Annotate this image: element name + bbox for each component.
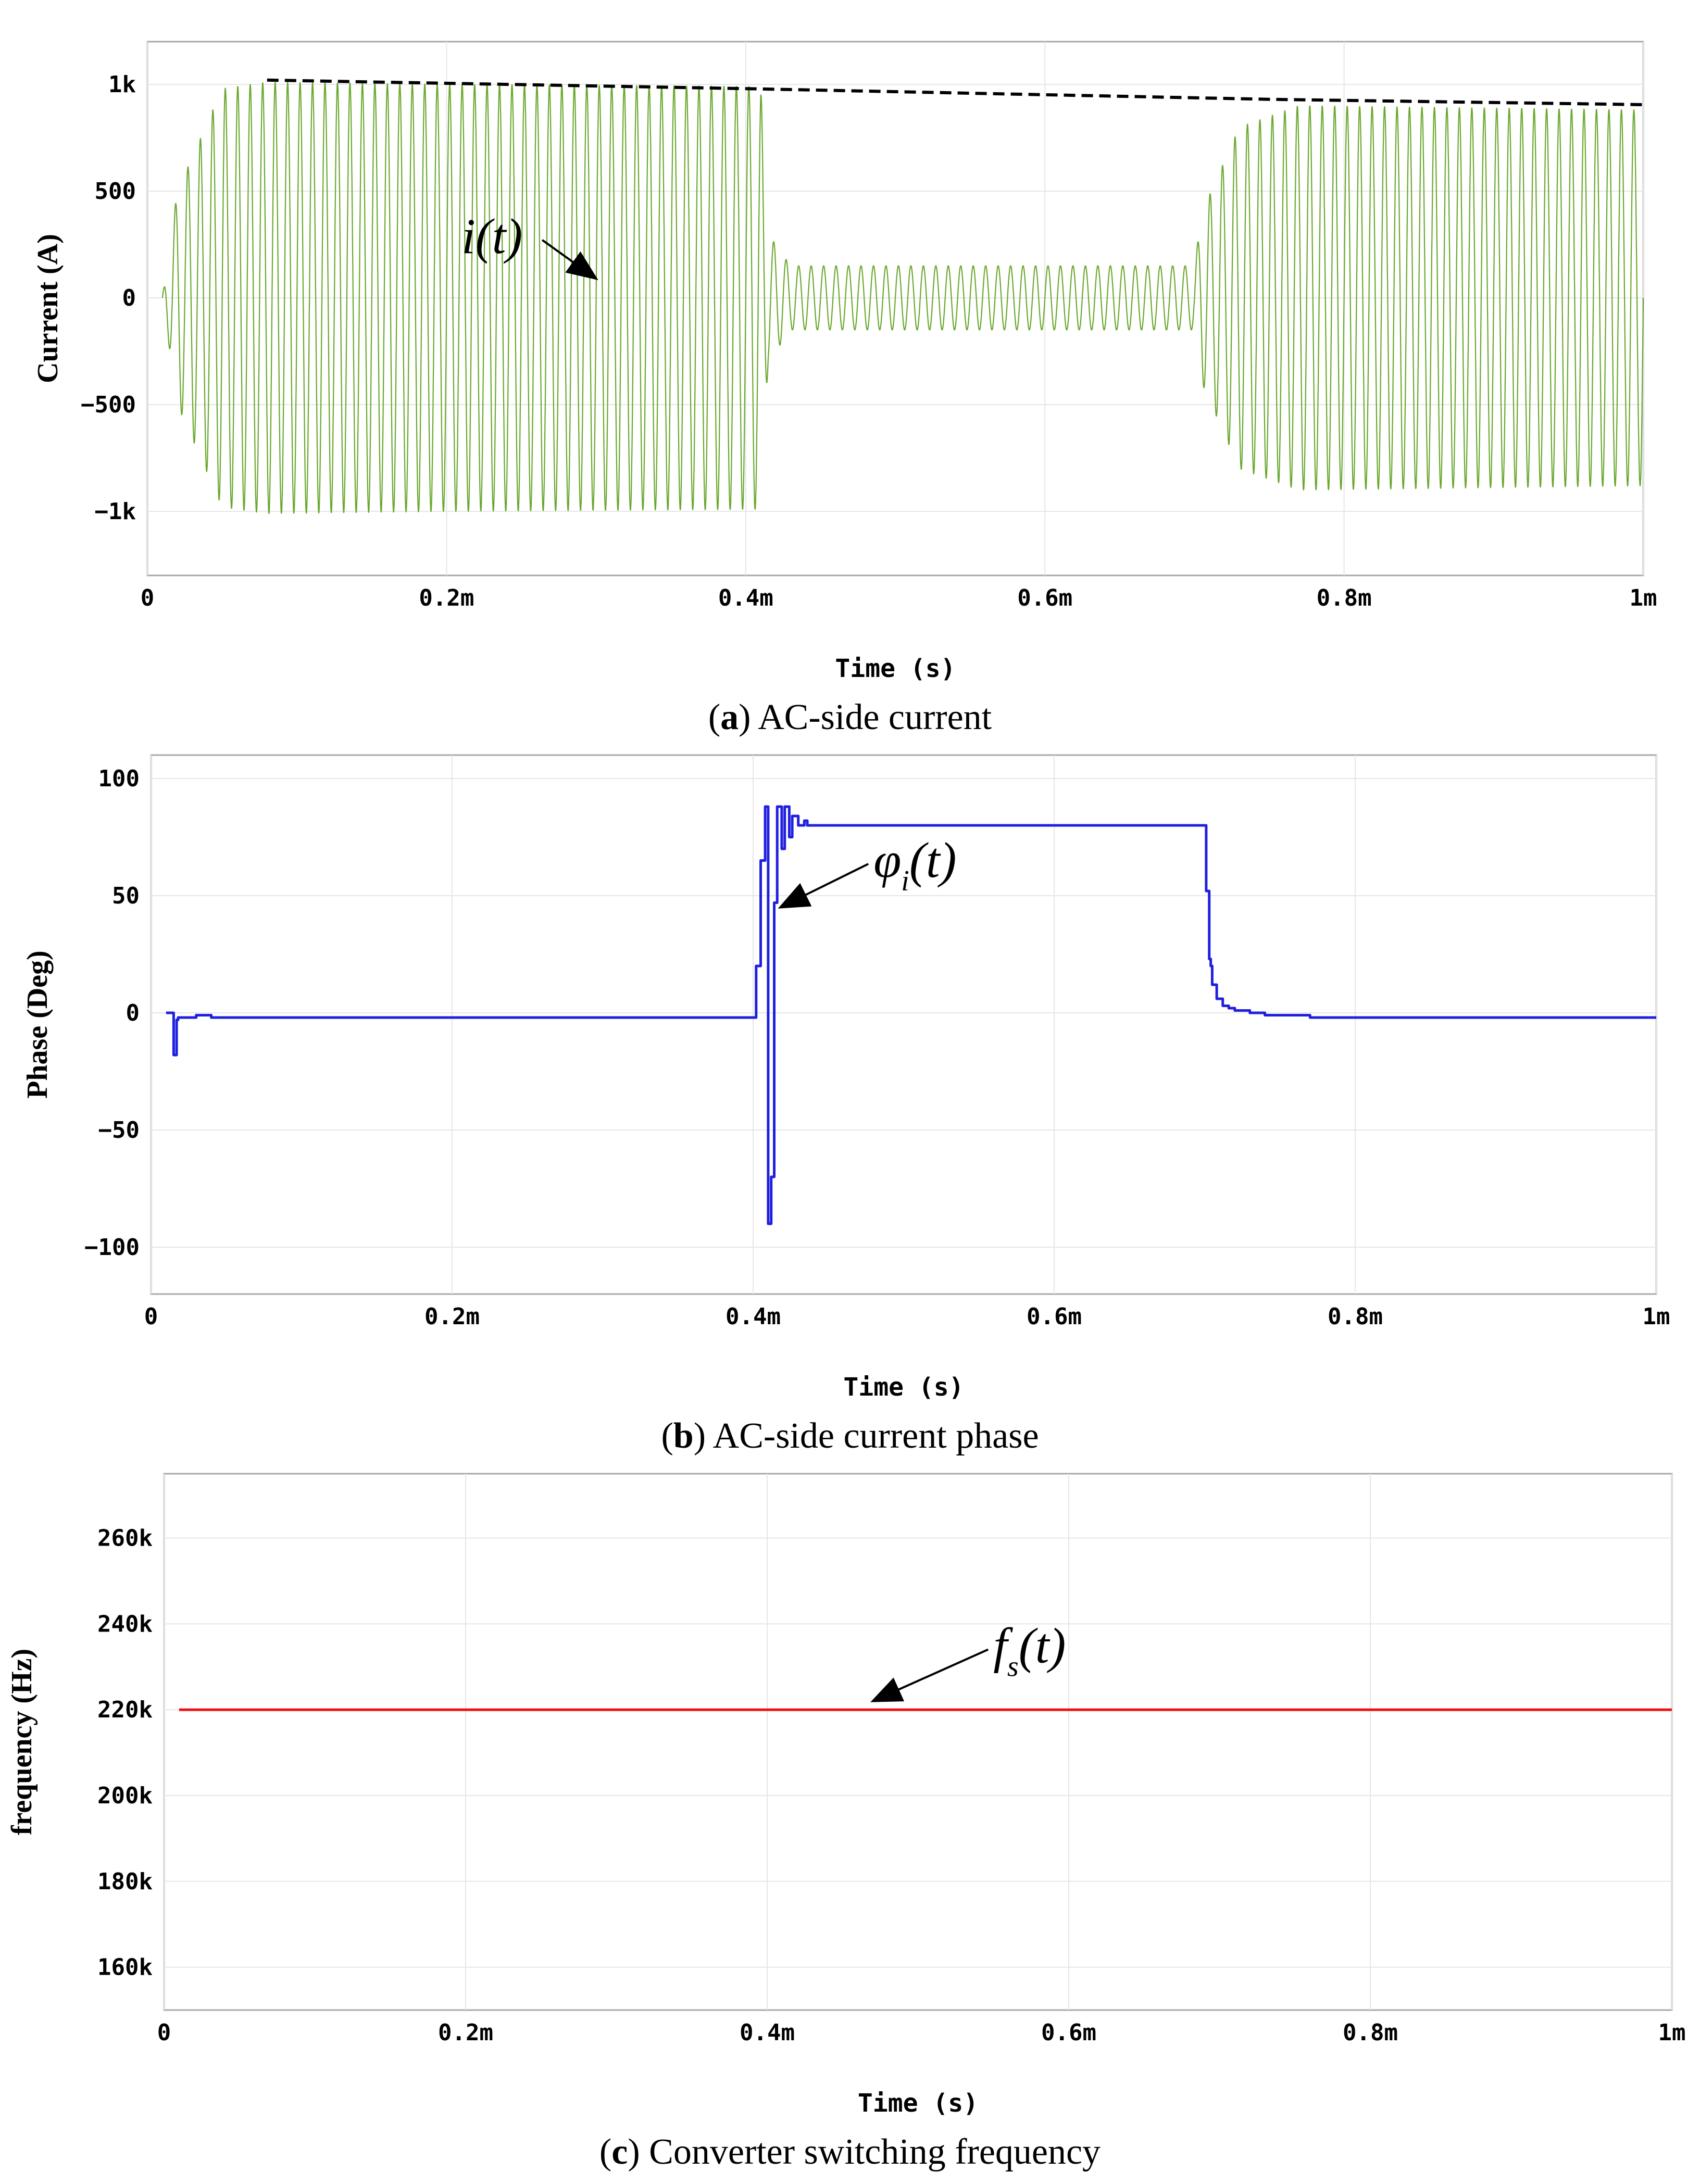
x-tick-label: 0.8m (1343, 2019, 1398, 2046)
annotation-subscript: s (1007, 1651, 1019, 1683)
caption-close: ) (628, 2132, 649, 2172)
panel-a: 0 0.2m 0.4m 0.6m 0.8m 1m 1k 500 0 −500 −1k Time (s)… (32, 41, 1657, 737)
x-axis-label: Time (s) (858, 2089, 978, 2118)
plot-area (163, 1473, 1673, 2011)
y-tick-label: −50 (98, 1117, 140, 1144)
x-tick-label: 0.6m (1017, 585, 1072, 611)
y-axis-label: Phase (Deg) (21, 950, 54, 1099)
x-tick-label: 0.4m (726, 1303, 781, 1330)
x-tick-label: 1m (1658, 2019, 1686, 2046)
x-tick-label: 0 (157, 2019, 171, 2046)
caption-close: ) (739, 697, 758, 737)
y-tick-label: 240k (97, 1611, 153, 1637)
series-annotation: i(t) (461, 208, 522, 264)
y-tick-label: −500 (81, 392, 136, 418)
x-tick-label: 0.2m (438, 2019, 493, 2046)
x-tick-label: 1m (1630, 585, 1657, 611)
caption-open: ( (661, 1416, 673, 1456)
y-tick-label: −1k (95, 498, 136, 525)
x-tick-label: 0.2m (424, 1303, 480, 1330)
caption: (c) Converter switching frequency (599, 2132, 1101, 2172)
caption: (b) AC-side current phase (661, 1416, 1039, 1456)
series-annotation: fs(t) (993, 1618, 1066, 1683)
x-tick-label: 0.8m (1317, 585, 1372, 611)
y-axis-label: Current (A) (32, 234, 64, 383)
plot-area (150, 754, 1657, 1295)
panel-b: 0 0.2m 0.4m 0.6m 0.8m 1m 100 50 0 −50 −100 Time (s)… (21, 754, 1670, 1456)
y-tick-label: 260k (97, 1525, 153, 1552)
caption-open: ( (708, 697, 720, 737)
annotation-subscript: i (901, 865, 909, 897)
x-tick-label: 0.6m (1041, 2019, 1096, 2046)
x-tick-label: 0 (144, 1303, 158, 1330)
annotation-arrow (778, 863, 869, 909)
caption-close: ) (694, 1416, 713, 1456)
y-tick-label: 50 (112, 883, 140, 909)
y-tick-label: 500 (95, 178, 136, 205)
y-tick-label: 0 (122, 285, 136, 311)
annotation-arrow (541, 239, 598, 281)
y-tick-label: −100 (84, 1234, 140, 1261)
caption-letter: c (611, 2132, 628, 2172)
x-tick-label: 1m (1643, 1303, 1670, 1330)
annotation-arrow (870, 1648, 989, 1702)
y-tick-label: 220k (97, 1697, 153, 1723)
grid (151, 755, 1657, 1294)
x-tick-label: 0.6m (1027, 1303, 1082, 1330)
series-line-0 (161, 82, 1644, 514)
panel-c: 0 0.2m 0.4m 0.6m 0.8m 1m 260k 240k 220k 200k 180k 1… (6, 1473, 1686, 2172)
caption-text: AC-side current (758, 697, 992, 737)
caption-open: ( (599, 2132, 611, 2172)
annotation-suffix: (t) (1019, 1618, 1066, 1674)
annotation-suffix: (t) (909, 832, 957, 888)
annotation-symbol: φ (873, 832, 901, 888)
x-tick-label: 0 (141, 585, 155, 611)
y-tick-label: 200k (97, 1783, 153, 1809)
caption-letter: b (673, 1416, 694, 1456)
y-tick-label: 180k (97, 1868, 153, 1895)
y-tick-label: 1k (108, 71, 136, 98)
y-tick-label: 0 (126, 1000, 140, 1026)
x-tick-label: 0.8m (1328, 1303, 1383, 1330)
caption-letter: a (720, 697, 739, 737)
caption-text: AC-side current phase (713, 1416, 1039, 1456)
annotation-symbol: i(t) (461, 208, 522, 264)
y-tick-label: 160k (97, 1954, 153, 1981)
x-axis-label: Time (s) (843, 1373, 964, 1402)
y-tick-label: 100 (98, 765, 140, 792)
series-line-0 (166, 805, 1656, 1225)
x-tick-label: 0.4m (740, 2019, 795, 2046)
x-axis-label: Time (s) (835, 654, 955, 683)
y-axis-label: frequency (Hz) (6, 1649, 38, 1835)
series-annotation: φi(t) (873, 832, 956, 897)
caption-text: Converter switching frequency (649, 2132, 1101, 2172)
caption: (a) AC-side current (708, 697, 992, 737)
series-line-1 (267, 78, 1644, 106)
x-tick-label: 0.4m (718, 585, 773, 611)
x-tick-label: 0.2m (419, 585, 474, 611)
